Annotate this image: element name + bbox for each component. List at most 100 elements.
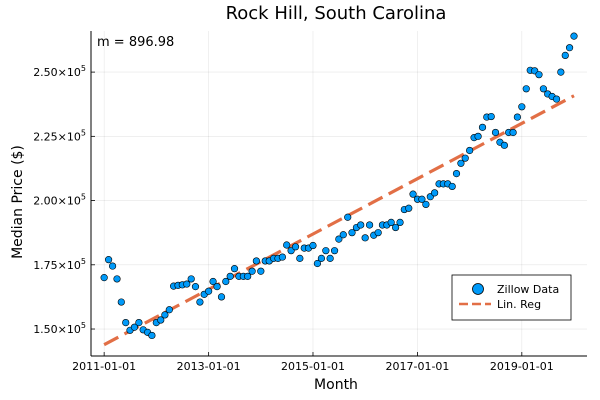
y-axis-title: Median Price ($) [10, 145, 26, 259]
data-point [448, 182, 456, 191]
data-point [387, 218, 395, 227]
data-point [148, 331, 156, 340]
data-point [108, 262, 117, 270]
legend-box [451, 274, 572, 321]
x-tick-label: 2011-01-01 [72, 360, 136, 373]
data-point [396, 218, 404, 227]
data-point [317, 254, 326, 262]
data-point [466, 146, 474, 155]
data-point [330, 247, 339, 255]
data-point [561, 51, 569, 60]
data-point [104, 256, 113, 264]
chart-title: Rock Hill, South Carolina [226, 3, 447, 24]
data-point [326, 254, 334, 262]
legend-marker-zillow [472, 283, 484, 295]
data-point [374, 229, 382, 237]
data-point [500, 141, 508, 149]
regression-layer [103, 94, 575, 347]
data-point [405, 204, 413, 212]
data-point [348, 229, 356, 237]
legend-label-zillow: Zillow Data [497, 283, 559, 296]
data-point [296, 254, 304, 262]
y-tick-label: 2.00×105 [33, 193, 86, 208]
slope-annotation: m = 896.98 [97, 35, 174, 50]
x-tick-label: 2015-01-01 [281, 360, 345, 373]
x-tick-label: 2019-01-01 [490, 360, 554, 373]
data-point [339, 231, 347, 239]
data-point [196, 298, 204, 306]
data-point [522, 85, 530, 93]
data-point [322, 247, 330, 255]
data-point [157, 316, 165, 324]
y-tick-label: 1.75×105 [33, 257, 86, 272]
data-point [478, 123, 487, 131]
data-point [539, 85, 548, 93]
data-point [100, 274, 108, 282]
data-point [257, 267, 265, 275]
regression-line [103, 94, 575, 347]
data-point [278, 253, 286, 261]
legend: Zillow Data Lin. Reg [451, 274, 572, 321]
y-tick-label: 2.25×105 [33, 128, 86, 143]
data-point [361, 234, 369, 242]
data-point [357, 221, 365, 229]
data-point [557, 68, 565, 76]
data-point [461, 154, 469, 162]
data-point [113, 275, 121, 283]
data-point [552, 95, 561, 103]
data-points [100, 32, 578, 340]
y-tick-label: 2.50×105 [33, 64, 86, 79]
y-tick-labels: 1.50×105 1.75×105 2.00×105 2.25×105 2.50×105 [33, 64, 86, 336]
data-point [452, 169, 461, 178]
data-point [431, 189, 439, 197]
data-point [244, 272, 252, 280]
data-point [226, 272, 234, 280]
data-point [509, 128, 517, 137]
data-point [309, 241, 317, 250]
data-point [335, 235, 343, 243]
data-point [205, 287, 213, 295]
data-point [135, 319, 143, 327]
data-point [570, 32, 578, 40]
data-point [183, 280, 191, 288]
data-point [365, 221, 374, 229]
data-point [213, 283, 221, 291]
data-point [518, 103, 526, 111]
data-point [535, 71, 543, 79]
grid [91, 31, 587, 356]
data-point [230, 265, 239, 273]
y-tick-label: 1.50×105 [33, 321, 86, 336]
data-point [344, 213, 352, 221]
data-point [313, 259, 322, 268]
x-tick-label: 2013-01-01 [177, 360, 241, 373]
data-point [474, 132, 482, 140]
data-point [291, 243, 300, 251]
data-point [283, 241, 291, 249]
x-axis-title: Month [314, 377, 358, 393]
data-point [248, 267, 256, 275]
data-point [217, 293, 226, 301]
data-point [161, 311, 169, 319]
data-point [209, 277, 217, 286]
axes [90, 31, 587, 357]
data-point [191, 283, 200, 291]
data-point [392, 223, 400, 232]
data-point [513, 113, 521, 121]
data-point [487, 112, 495, 121]
x-tick-labels: 2011-01-01 2013-01-01 2015-01-01 2017-01-01… [72, 360, 554, 373]
data-point [409, 190, 417, 198]
data-point [165, 306, 173, 314]
data-point [222, 277, 230, 286]
data-point [422, 200, 430, 209]
data-point [130, 323, 139, 331]
x-tick-label: 2017-01-01 [386, 360, 450, 373]
data-point [565, 44, 574, 52]
data-point [457, 159, 465, 167]
legend-label-linreg: Lin. Reg [497, 298, 541, 311]
data-point [187, 275, 195, 283]
data-point [117, 298, 125, 306]
data-point [418, 195, 426, 203]
data-point [491, 128, 500, 137]
